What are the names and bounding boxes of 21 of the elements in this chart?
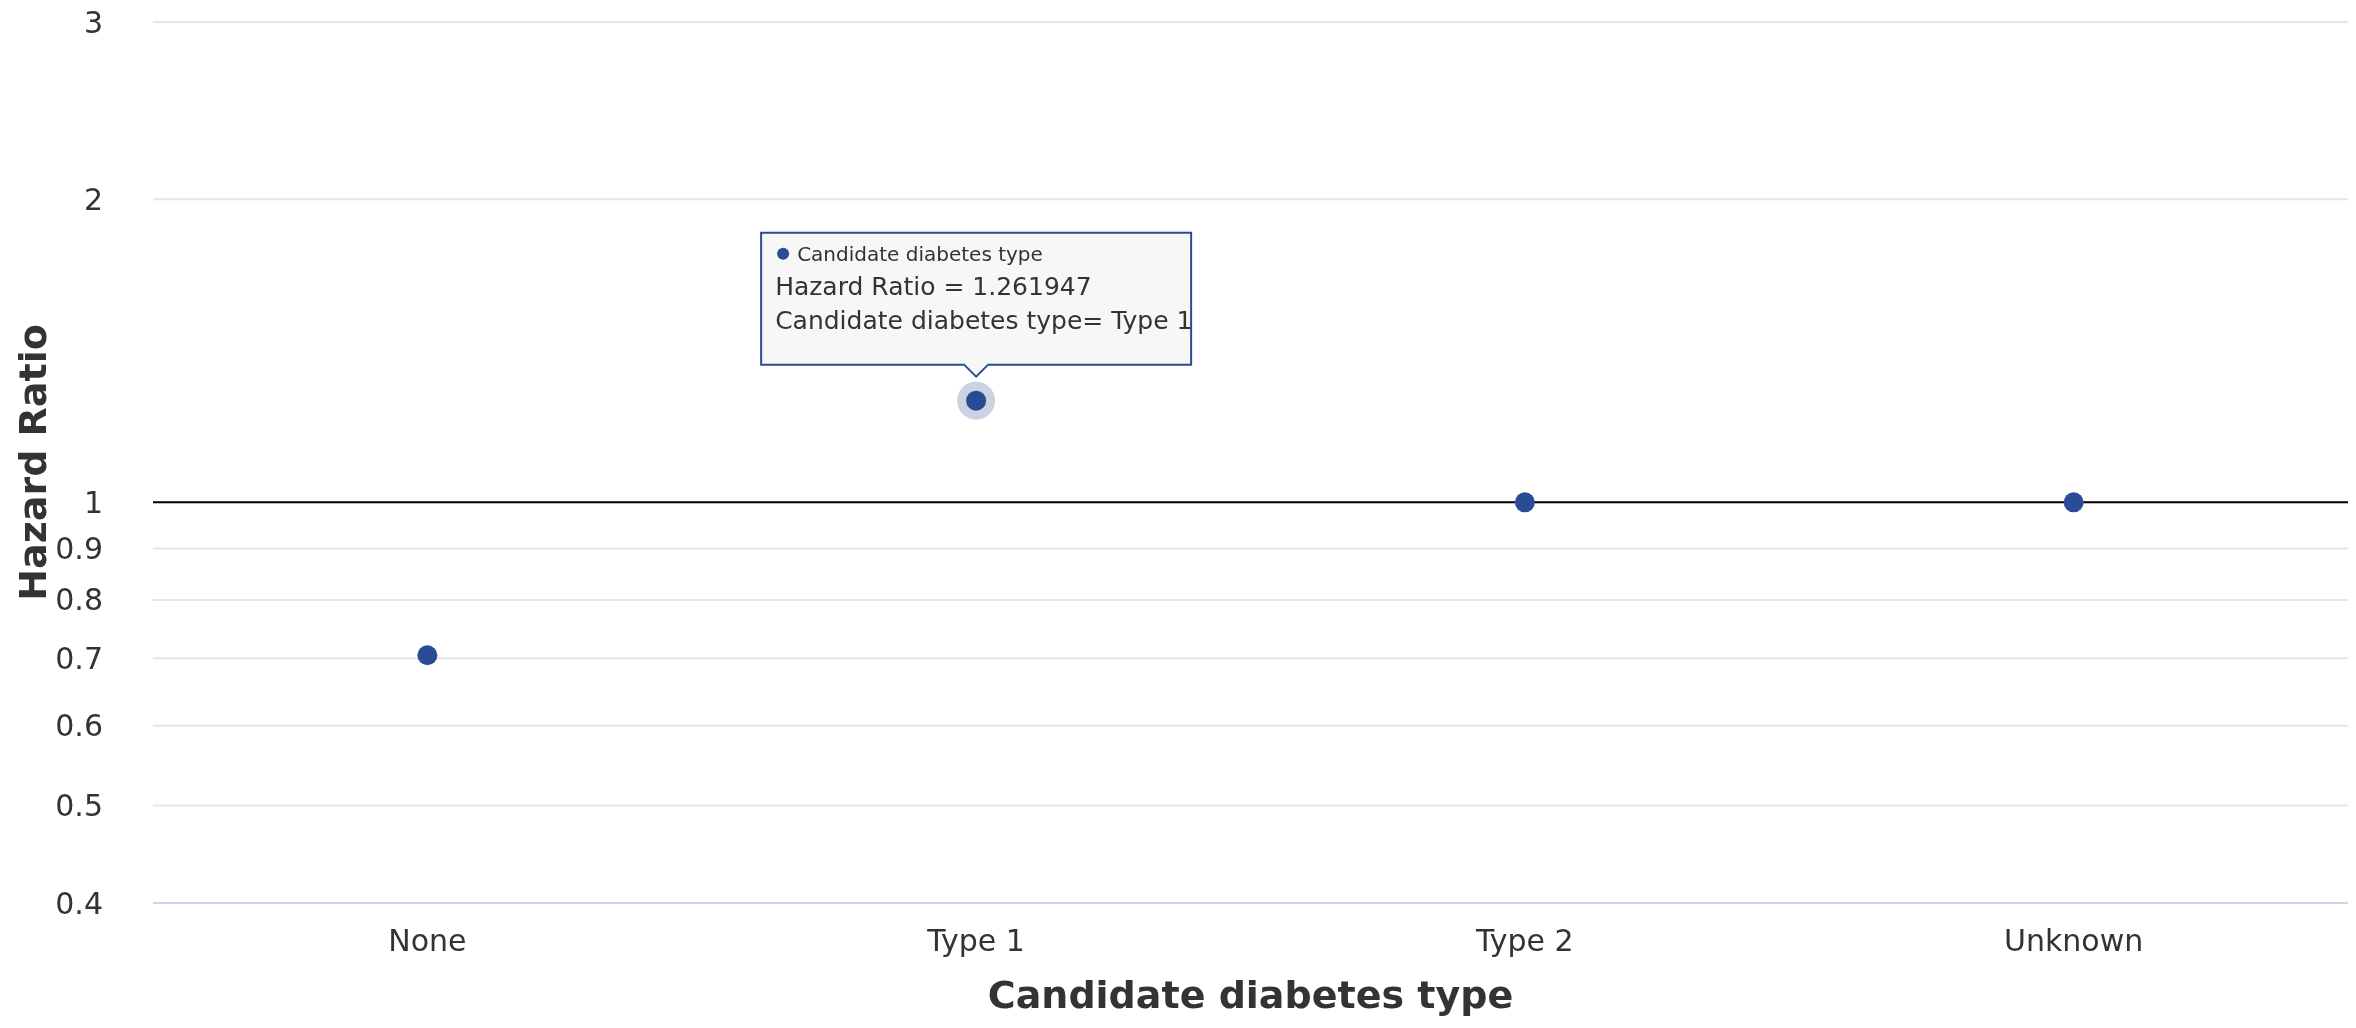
y-axis-title: Hazard Ratio [11, 324, 55, 601]
y-tick-label: 0.6 [55, 708, 103, 744]
y-tick-label: 1 [83, 484, 103, 520]
annotation: Candidate diabetes type= Type 1 [775, 305, 1193, 335]
x-tick-label: Unknown [2003, 923, 2144, 958]
y-tick-label: 0.9 [55, 530, 103, 566]
x-tick-label: Type 1 [926, 923, 1025, 958]
annotation: Candidate diabetes type [797, 241, 1043, 266]
point [417, 645, 438, 666]
y-tick-label: 3 [83, 4, 103, 40]
point [1514, 492, 1535, 513]
x-tick-label: None [388, 923, 467, 958]
y-tick-label: 0.8 [55, 582, 103, 618]
x-axis-title: Candidate diabetes type [987, 973, 1514, 1017]
y-tick-label: 2 [83, 181, 103, 217]
x-tick-label: Type 2 [1475, 923, 1574, 958]
y-tick-label: 0.7 [55, 640, 103, 676]
annotation: Hazard Ratio = 1.261947 [775, 271, 1092, 301]
y-tick-label: 0.5 [55, 787, 103, 823]
point [2063, 492, 2084, 513]
y-tick-label: 0.4 [55, 885, 103, 921]
